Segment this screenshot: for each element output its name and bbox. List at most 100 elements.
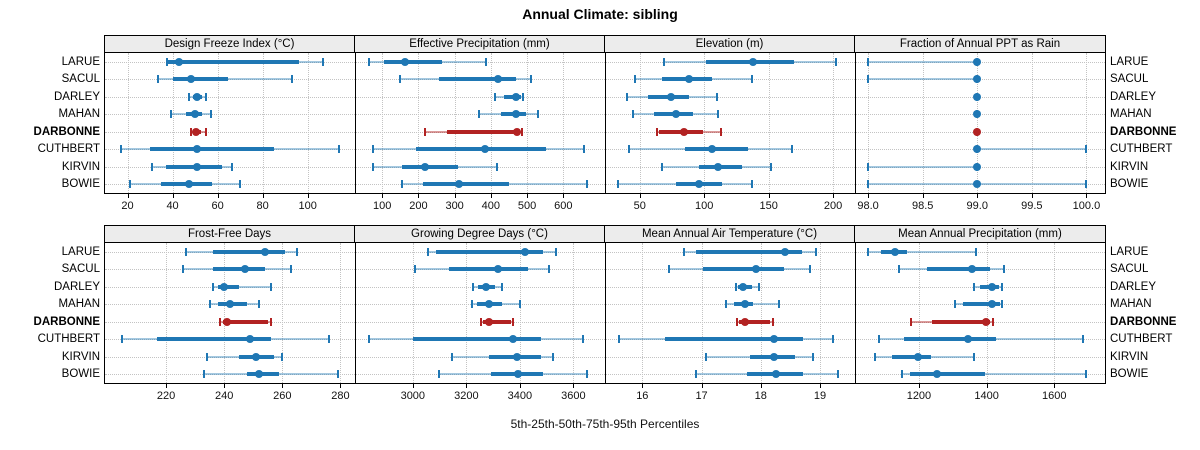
site-label-right: LARUE [1110, 245, 1149, 258]
site-label-left: BOWIE [61, 368, 100, 381]
whisker-cap-5th [188, 92, 191, 101]
percentile-bar-25-75 [695, 249, 803, 254]
vertical-gridline [986, 243, 988, 383]
median-dot [981, 317, 990, 326]
panel-strip-title: Fraction of Annual PPT as Rain [899, 38, 1061, 50]
vertical-gridline [1031, 53, 1033, 193]
axis-tick-label: 50 [633, 200, 646, 212]
whisker-cap-95th [1082, 335, 1085, 344]
axis-tick-label: 3600 [561, 390, 586, 402]
axis-tick [1031, 194, 1033, 198]
percentile-bar-25-75 [448, 267, 528, 272]
axis-tick [382, 194, 384, 198]
vertical-gridline [868, 53, 870, 193]
median-dot [454, 180, 463, 189]
median-dot [521, 247, 530, 256]
percentile-bar-25-75 [416, 147, 546, 152]
median-dot [193, 92, 202, 101]
median-dot [771, 370, 780, 379]
site-label-right: CUTHBERT [1110, 333, 1173, 346]
percentile-whisker-5-95 [868, 78, 978, 81]
whisker-cap-5th [218, 317, 221, 326]
whisker-cap-5th [867, 75, 870, 84]
panel-strip-title: Growing Degree Days (°C) [355, 226, 605, 242]
axis-tick-label: 240 [214, 390, 234, 402]
whisker-cap-95th [1001, 282, 1004, 291]
vertical-gridline [760, 243, 762, 383]
whisker-cap-5th [878, 335, 881, 344]
site-label-left: DARBONNE [33, 315, 100, 328]
whisker-cap-95th [290, 265, 293, 274]
median-dot [707, 145, 716, 154]
whisker-cap-5th [900, 370, 903, 379]
site-label-left: BOWIE [61, 178, 100, 191]
median-dot [973, 127, 982, 136]
whisker-cap-5th [953, 300, 956, 309]
percentile-bar-25-75 [422, 182, 510, 187]
axis-tick [527, 194, 529, 198]
median-dot [191, 110, 200, 119]
panel-strip-row: Frost-Free Days Growing Degree Days (°C) M… [104, 225, 1106, 243]
percentile-bar-25-75 [702, 267, 785, 272]
whisker-cap-5th [655, 127, 658, 136]
whisker-cap-95th [771, 317, 774, 326]
whisker-cap-5th [660, 162, 663, 171]
percentile-bar-25-75 [684, 147, 749, 152]
percentile-bar-25-75 [927, 267, 990, 272]
whisker-cap-95th [717, 110, 720, 119]
axis-tick-label: 99.5 [1021, 200, 1043, 212]
percentile-whisker-5-95 [212, 285, 271, 288]
median-dot [666, 92, 675, 101]
whisker-cap-5th [478, 110, 481, 119]
median-dot [964, 335, 973, 344]
whisker-cap-5th [695, 370, 698, 379]
axis-tick-label: 20 [121, 200, 134, 212]
whisker-cap-95th [231, 162, 234, 171]
axis-tick-label: 300 [445, 200, 464, 212]
site-label-right: KIRVIN [1110, 160, 1149, 173]
site-label-right: DARBONNE [1110, 315, 1177, 328]
vertical-gridline [768, 53, 770, 193]
whisker-cap-95th [529, 75, 532, 84]
axis-tick-label: 1200 [906, 390, 932, 402]
percentile-bar-25-75 [157, 337, 271, 342]
whisker-cap-95th [269, 282, 272, 291]
whisker-cap-95th [269, 317, 272, 326]
axis-tick-label: 150 [759, 200, 778, 212]
vertical-gridline [918, 243, 920, 383]
axis-tick-label: 600 [554, 200, 573, 212]
whisker-cap-5th [205, 352, 208, 361]
whisker-cap-95th [973, 352, 976, 361]
whisker-cap-5th [437, 370, 440, 379]
percentile-bar-25-75 [218, 284, 239, 289]
whisker-cap-5th [189, 127, 192, 136]
median-dot [973, 180, 982, 189]
whisker-cap-95th [295, 247, 298, 256]
whisker-cap-95th [1085, 370, 1088, 379]
median-dot [513, 352, 522, 361]
panel-strip-title: Mean Annual Air Temperature (°C) [605, 226, 855, 242]
vertical-gridline [466, 243, 468, 383]
whisker-cap-5th [470, 300, 473, 309]
vertical-gridline [701, 243, 703, 383]
whisker-cap-5th [426, 247, 429, 256]
median-dot [967, 265, 976, 274]
whisker-cap-5th [480, 317, 483, 326]
axis-tick [701, 384, 703, 388]
whisker-cap-5th [211, 282, 214, 291]
axis-tick [833, 194, 835, 198]
axis-tick-label: 16 [636, 390, 649, 402]
whisker-cap-5th [910, 317, 913, 326]
whisker-cap-95th [808, 265, 811, 274]
whisker-cap-95th [814, 247, 817, 256]
axis-tick [340, 384, 342, 388]
whisker-cap-5th [121, 335, 124, 344]
median-dot [494, 75, 503, 84]
whisker-cap-5th [663, 57, 666, 66]
whisker-cap-5th [128, 180, 131, 189]
panel-strip-title: Frost-Free Days [105, 226, 355, 242]
whisker-cap-95th [512, 317, 515, 326]
median-dot [401, 57, 410, 66]
axis-tick [519, 384, 521, 388]
